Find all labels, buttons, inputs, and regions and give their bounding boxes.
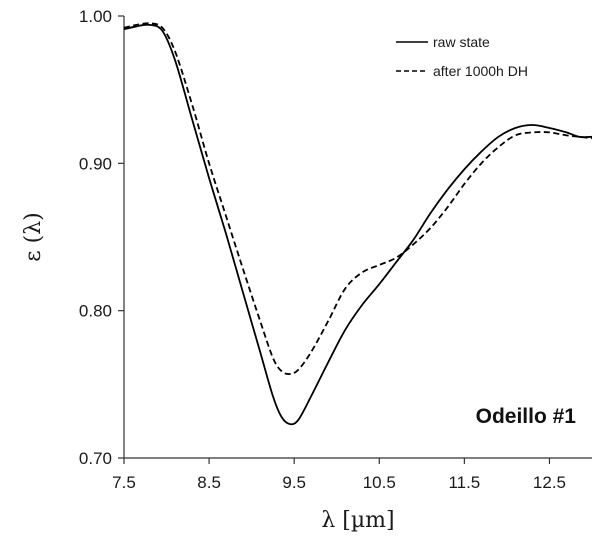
series-layer: [123, 22, 593, 426]
y-axis-ticks: 0.70 0.80 0.90 1.00: [79, 7, 124, 468]
legend: raw state after 1000h DH: [396, 34, 528, 79]
y-tick-label: 0.70: [79, 449, 112, 468]
x-tick-label: 9.5: [282, 473, 306, 492]
legend-label-after-1000h-dh: after 1000h DH: [433, 63, 528, 79]
y-tick-label: 1.00: [79, 7, 112, 26]
plot-frame: [123, 16, 592, 459]
series-line-after-1000h-dh: [123, 22, 593, 375]
y-tick-label: 0.90: [79, 154, 112, 173]
chart-annotation: Odeillo #1: [476, 405, 577, 428]
legend-label-raw-state: raw state: [433, 34, 490, 50]
y-tick-label: 0.80: [79, 302, 112, 321]
x-tick-label: 10.5: [363, 473, 396, 492]
x-tick-label: 7.5: [112, 473, 136, 492]
x-tick-label: 12.5: [533, 473, 566, 492]
x-axis-ticks: 7.5 8.5 9.5 10.5 11.5 12.5: [112, 458, 566, 492]
x-tick-label: 8.5: [197, 473, 221, 492]
x-axis-title: λ [µm]: [321, 508, 394, 533]
y-axis-title: ε (λ): [21, 212, 46, 262]
series-line-raw-state: [123, 23, 593, 426]
x-tick-label: 11.5: [448, 473, 480, 492]
